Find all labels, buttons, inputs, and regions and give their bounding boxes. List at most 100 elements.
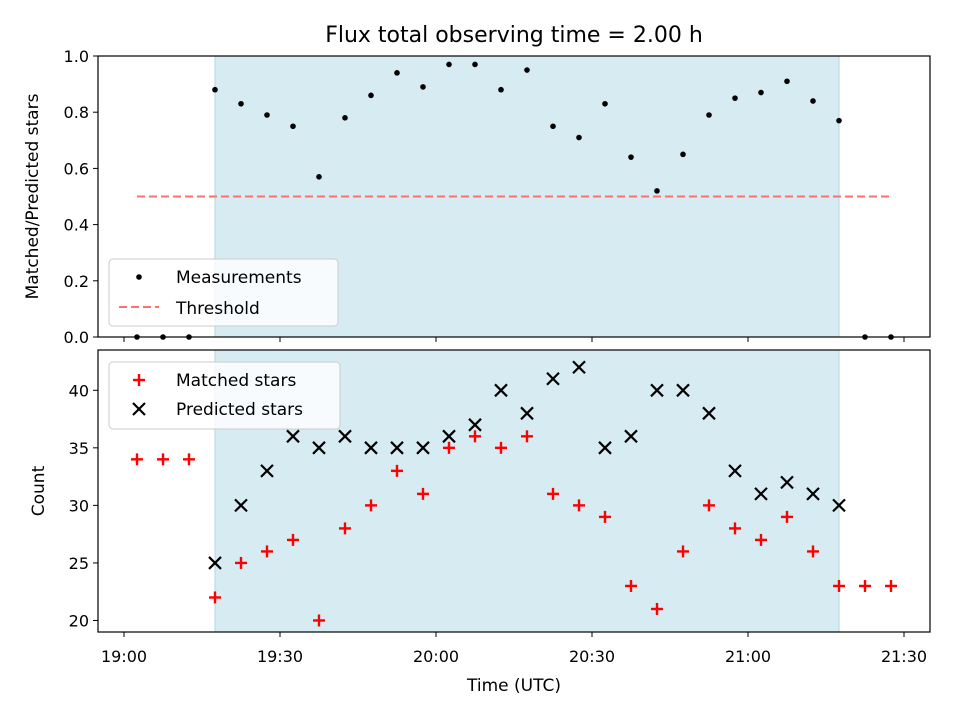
ratio-y-ticks: 0.0 0.2 0.4 0.6 0.8 1.0 [64, 47, 98, 347]
count-panel: 20 25 30 35 40 19:00 19:30 20:00 20:30 21:00 21:3… [29, 349, 931, 696]
cross-bar [234, 498, 248, 513]
legend-dot-marker [136, 274, 142, 280]
predicted-star-point [676, 383, 690, 398]
matched-star-point [365, 499, 377, 512]
y-tick-label: 0.2 [64, 272, 89, 291]
ratio-legend: Measurements Threshold [108, 258, 339, 327]
cross-bar [702, 406, 716, 421]
predicted-star-point [312, 441, 326, 455]
measurement-point [602, 100, 608, 107]
measurement-point [810, 98, 816, 104]
matched-star-point [443, 441, 455, 454]
matched-star-point [781, 510, 793, 523]
cross-bar [650, 383, 664, 398]
matched-star-point [807, 545, 819, 558]
matched-star-point [339, 522, 351, 535]
cross-bar [338, 429, 352, 444]
y-tick-label: 0.0 [64, 328, 89, 347]
predicted-star-point [546, 371, 560, 386]
measurement-point [342, 115, 348, 121]
matched-star-point [521, 430, 533, 443]
cross-bar [546, 371, 560, 386]
cross-bar [260, 464, 274, 478]
y-tick-label: 40 [69, 381, 89, 400]
matched-star-point [755, 533, 767, 546]
chart-title: Flux total observing time = 2.00 h [325, 23, 703, 48]
cross-bar [676, 383, 690, 398]
y-tick-label: 1.0 [64, 47, 89, 66]
ratio-panel: 0.0 0.2 0.4 0.6 0.8 1.0 Matched/Predicted sta… [23, 47, 931, 347]
matched-star-point [729, 522, 741, 535]
count-y-axis-label: Count [29, 465, 49, 516]
predicted-star-point [754, 487, 768, 501]
matched-star-point [131, 453, 143, 466]
matched-star-point [573, 499, 585, 512]
count-axes-frame [97, 349, 931, 633]
cross-bar [806, 487, 820, 501]
x-tick-label: 21:00 [725, 647, 771, 666]
matched-star-point [313, 614, 325, 627]
legend-predicted-stars: Predicted stars [176, 400, 303, 420]
y-tick-label: 35 [69, 439, 89, 458]
cross-bar [208, 556, 222, 570]
matched-star-point [625, 579, 637, 592]
matched-star-point [391, 464, 403, 477]
x-tick-label: 19:30 [257, 647, 303, 666]
measurement-point [498, 86, 504, 93]
cross-bar [754, 487, 768, 501]
cross-bar [780, 475, 794, 490]
y-tick-label: 20 [69, 611, 89, 630]
cross-bar [468, 418, 482, 432]
ratio-x-ticks [123, 337, 905, 342]
predicted-star-point [624, 429, 638, 444]
cross-bar [832, 498, 846, 513]
predicted-star-point [494, 383, 508, 398]
y-tick-label: 0.4 [64, 216, 89, 235]
y-tick-label: 30 [69, 496, 89, 515]
matched-star-point [469, 430, 481, 443]
ratio-y-axis-label: Matched/Predicted stars [23, 93, 43, 299]
matched-star-point [677, 545, 689, 558]
matched-star-point [157, 453, 169, 466]
ratio-axes-frame [97, 55, 931, 338]
predicted-star-point [702, 406, 716, 421]
x-tick-label: 20:30 [569, 647, 615, 666]
x-tick-label: 21:30 [881, 647, 927, 666]
legend-x-marker [132, 402, 146, 416]
predicted-star-point [468, 418, 482, 432]
x-tick-label: 19:00 [101, 647, 147, 666]
matched-star-point [417, 487, 429, 500]
measurement-point [472, 61, 478, 68]
matched-star-point [885, 579, 897, 592]
legend-matched-stars: Matched stars [176, 371, 296, 391]
predicted-star-point [260, 464, 274, 478]
predicted-star-point [208, 556, 222, 570]
cross-bar [598, 441, 612, 455]
y-tick-label: 0.8 [64, 103, 89, 122]
y-tick-label: 25 [69, 554, 89, 573]
count-legend: Matched stars Predicted stars [108, 361, 341, 430]
cross-bar [416, 441, 430, 455]
measurement-point [524, 67, 530, 73]
measurement-point [316, 174, 322, 180]
measurement-point [212, 86, 218, 93]
cross-bar [286, 429, 300, 444]
time-x-ticks: 19:00 19:30 20:00 20:30 21:00 21:30 [101, 632, 927, 666]
matched-star-point [599, 510, 611, 523]
measurement-point [732, 95, 738, 101]
predicted-star-point [520, 406, 534, 421]
legend-box [108, 361, 341, 430]
legend-plus-marker [133, 374, 145, 386]
cross-bar [442, 429, 456, 444]
legend-box [108, 258, 339, 327]
matched-star-points [131, 430, 897, 627]
predicted-star-point [338, 429, 352, 444]
predicted-star-point [442, 429, 456, 444]
predicted-star-point [572, 360, 586, 375]
matched-star-point [547, 487, 559, 500]
measurement-point [290, 123, 296, 130]
matched-star-point [651, 602, 663, 615]
predicted-star-point [832, 498, 846, 513]
x-tick-label: 20:00 [413, 647, 459, 666]
predicted-star-point [234, 498, 248, 513]
